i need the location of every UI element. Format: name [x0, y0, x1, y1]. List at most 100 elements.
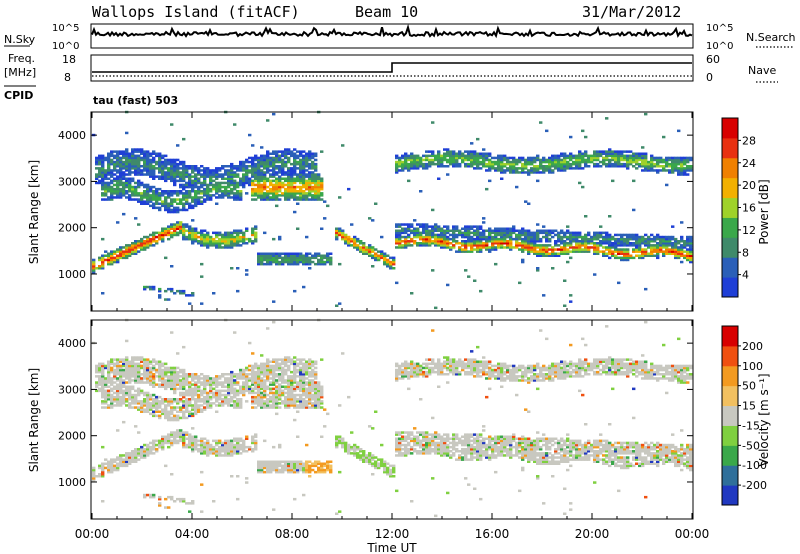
power-cell	[632, 158, 636, 162]
power-cell	[587, 158, 591, 162]
power-cell	[440, 227, 444, 230]
power-cell	[113, 183, 117, 187]
power-cell	[200, 173, 204, 176]
power-cell	[410, 229, 414, 232]
power-cell	[347, 242, 351, 245]
power-cell	[155, 192, 159, 195]
power-cell	[557, 240, 561, 243]
power-cell	[635, 235, 639, 239]
power-cell	[605, 248, 609, 251]
power-cell	[575, 240, 579, 243]
power-cell	[128, 250, 132, 253]
power-cell	[656, 165, 660, 168]
power-cell	[581, 248, 585, 251]
power-cell	[626, 233, 630, 237]
power-cell	[380, 256, 384, 260]
velocity-cell	[140, 404, 144, 407]
power-cell	[188, 183, 192, 187]
velocity-cell	[131, 385, 135, 388]
power-cell	[404, 158, 408, 162]
velocity-cell	[257, 393, 261, 397]
power-cell	[401, 229, 405, 232]
velocity-cell	[152, 379, 156, 382]
power-cell	[551, 229, 555, 232]
velocity-cell	[110, 468, 114, 472]
power-cell	[533, 237, 537, 241]
power-cell	[548, 158, 552, 162]
power-cell	[554, 154, 558, 158]
velocity-cell	[182, 379, 186, 382]
velocity-cell	[218, 389, 222, 393]
velocity-cell	[128, 404, 132, 407]
power-cell	[305, 162, 309, 166]
power-cell	[149, 285, 153, 289]
velocity-cell	[134, 362, 138, 366]
power-cell	[497, 169, 501, 172]
power-cell	[581, 242, 585, 245]
power-cell	[314, 181, 318, 185]
power-cell	[662, 165, 666, 168]
power-cell	[476, 160, 480, 164]
velocity-cell	[116, 462, 120, 465]
velocity-cell	[149, 404, 153, 407]
power-cell	[146, 190, 150, 193]
power-cell	[251, 242, 255, 245]
power-cell	[101, 179, 105, 183]
velocity-cell	[140, 360, 144, 363]
power-cell	[512, 165, 516, 168]
power-cell	[170, 179, 174, 183]
power-cell	[293, 152, 297, 155]
power-cell	[425, 229, 429, 232]
power-cell	[542, 229, 546, 232]
power-cell	[455, 165, 459, 168]
power-cell	[125, 131, 129, 135]
power-cell	[524, 240, 528, 243]
velocity-cell	[182, 373, 186, 376]
velocity-cell	[176, 373, 180, 376]
velocity-cell	[119, 458, 123, 461]
power-cell	[122, 154, 126, 158]
velocity-cell	[152, 383, 156, 386]
velocity-cell	[149, 383, 153, 386]
power-cell	[497, 167, 501, 170]
velocity-cell	[260, 379, 264, 382]
velocity-cell	[236, 389, 240, 393]
power-cell	[665, 237, 669, 241]
velocity-cell	[191, 406, 195, 409]
power-cell	[137, 181, 141, 185]
velocity-cell	[254, 406, 258, 409]
power-cell	[260, 175, 264, 178]
power-cell	[647, 252, 651, 255]
power-cell	[218, 233, 222, 237]
power-cell	[296, 198, 300, 201]
power-cell	[515, 158, 519, 162]
power-cell	[557, 158, 561, 162]
power-cell	[101, 292, 105, 295]
power-cell	[266, 262, 270, 266]
velocity-cell	[170, 379, 174, 382]
power-cell	[263, 173, 267, 176]
power-cell	[542, 167, 546, 170]
velocity-cell	[209, 395, 213, 399]
power-cell	[170, 227, 174, 230]
power-cell	[188, 181, 192, 185]
velocity-cell	[179, 497, 183, 501]
power-cell	[524, 229, 528, 232]
power-cell	[284, 183, 288, 187]
power-cell	[161, 200, 165, 203]
power-cell	[485, 229, 489, 232]
power-cell	[275, 190, 279, 193]
velocity-cell	[191, 414, 195, 418]
velocity-cell	[188, 443, 192, 447]
power-cell	[206, 198, 210, 201]
power-cell	[593, 156, 597, 160]
power-cell	[494, 262, 498, 266]
power-cell	[302, 150, 306, 153]
power-cell	[191, 219, 195, 222]
power-cell	[620, 258, 624, 262]
velocity-cell	[164, 387, 168, 391]
power-cell	[230, 162, 234, 166]
power-cell	[617, 233, 621, 237]
velocity-cell	[209, 452, 213, 455]
power-cell	[227, 246, 231, 249]
